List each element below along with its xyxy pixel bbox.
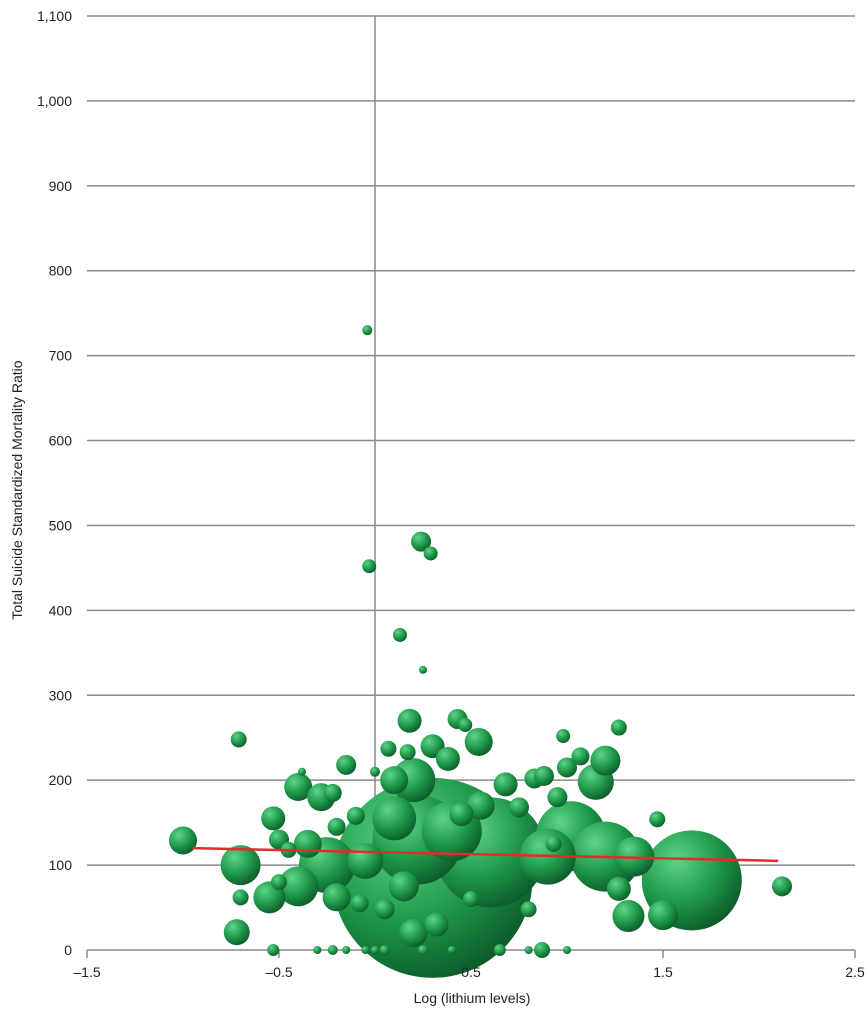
data-bubble <box>322 883 351 912</box>
data-bubble <box>361 946 370 954</box>
data-bubble <box>423 546 438 561</box>
x-axis-label: Log (lithium levels) <box>414 990 531 1006</box>
data-bubble <box>298 767 307 776</box>
data-bubble <box>346 806 365 825</box>
data-bubble <box>380 740 397 757</box>
data-bubble <box>772 876 793 897</box>
data-bubble <box>509 797 529 818</box>
data-bubble <box>458 717 473 732</box>
data-bubble <box>374 899 395 920</box>
y-tick-label: 800 <box>49 263 73 279</box>
data-bubble <box>169 826 197 855</box>
y-tick-label: 1,100 <box>37 8 72 24</box>
data-bubble <box>606 876 631 901</box>
data-bubble <box>463 891 479 908</box>
trendline <box>192 846 779 863</box>
data-bubble <box>220 845 261 886</box>
data-bubble <box>557 757 577 778</box>
data-bubble <box>493 772 518 797</box>
data-bubble <box>327 817 346 836</box>
data-bubble <box>327 945 338 955</box>
data-bubble <box>520 901 537 918</box>
data-bubble <box>230 731 247 748</box>
data-bubble <box>223 919 250 946</box>
y-tick-label: 500 <box>49 517 73 533</box>
data-bubble <box>313 946 322 954</box>
data-bubble <box>397 708 422 733</box>
data-bubble <box>411 531 432 552</box>
data-bubble <box>284 772 313 801</box>
data-bubble <box>278 866 319 907</box>
data-bubble <box>534 942 551 958</box>
data-bubble <box>648 900 678 931</box>
y-tick-label: 200 <box>49 772 73 788</box>
data-bubble <box>342 946 351 954</box>
data-bubble <box>418 945 428 955</box>
data-bubble <box>362 325 373 336</box>
data-bubble <box>556 729 571 744</box>
data-bubble <box>293 829 322 858</box>
x-tick-label: 0.5 <box>461 964 481 980</box>
data-bubble <box>380 766 409 795</box>
data-bubble <box>336 754 357 775</box>
x-tick-label: –0.5 <box>265 964 292 980</box>
data-bubble <box>547 787 568 808</box>
data-bubble <box>590 745 621 776</box>
y-axis-label: Total Suicide Standardized Mortality Rat… <box>9 360 25 619</box>
y-tick-label: 600 <box>49 433 73 449</box>
data-bubble <box>419 665 427 674</box>
x-tick-label: 2.5 <box>845 964 865 980</box>
data-bubble <box>271 874 287 891</box>
y-tick-label: 0 <box>64 942 72 958</box>
y-tick-label: 100 <box>49 857 73 873</box>
gridlines <box>86 15 856 958</box>
data-bubble <box>267 944 280 956</box>
data-bubble <box>610 719 627 736</box>
data-bubble <box>464 727 493 756</box>
y-tick-label: 400 <box>49 602 73 618</box>
data-bubble <box>399 744 416 761</box>
data-bubble <box>545 835 562 852</box>
data-bubble <box>362 559 377 574</box>
y-tick-label: 900 <box>49 178 73 194</box>
data-bubble <box>350 894 369 913</box>
y-tick-label: 1,000 <box>37 93 72 109</box>
data-bubble <box>379 945 390 955</box>
data-bubble <box>388 871 419 902</box>
tick-labels: 0 100 200 300 400 500 600 700 800 900 1,000 1,100 –1… <box>37 8 865 980</box>
data-bubble <box>524 946 533 954</box>
data-bubble <box>347 842 384 879</box>
data-bubble <box>232 889 249 906</box>
x-tick-label: 1.5 <box>653 964 673 980</box>
data-bubble <box>449 802 474 827</box>
data-bubble <box>370 766 380 777</box>
data-bubble <box>261 806 286 831</box>
data-bubble <box>447 946 456 954</box>
data-bubble <box>563 946 571 954</box>
data-bubble <box>649 811 666 828</box>
data-bubble <box>571 747 590 766</box>
data-bubble <box>371 946 379 954</box>
data-bubble <box>466 791 495 820</box>
bubbles <box>169 325 793 978</box>
data-bubble <box>493 944 506 956</box>
data-bubble <box>612 900 645 933</box>
data-bubble <box>323 783 342 802</box>
data-bubble <box>372 796 417 841</box>
data-bubble <box>424 912 449 937</box>
trendline-group <box>192 846 779 863</box>
data-bubble <box>533 765 554 786</box>
y-tick-label: 300 <box>49 687 73 703</box>
data-bubble <box>392 627 407 642</box>
data-bubble <box>399 919 428 948</box>
data-bubble <box>435 746 460 771</box>
y-tick-label: 700 <box>49 348 73 364</box>
x-tick-label: –1.5 <box>73 964 100 980</box>
